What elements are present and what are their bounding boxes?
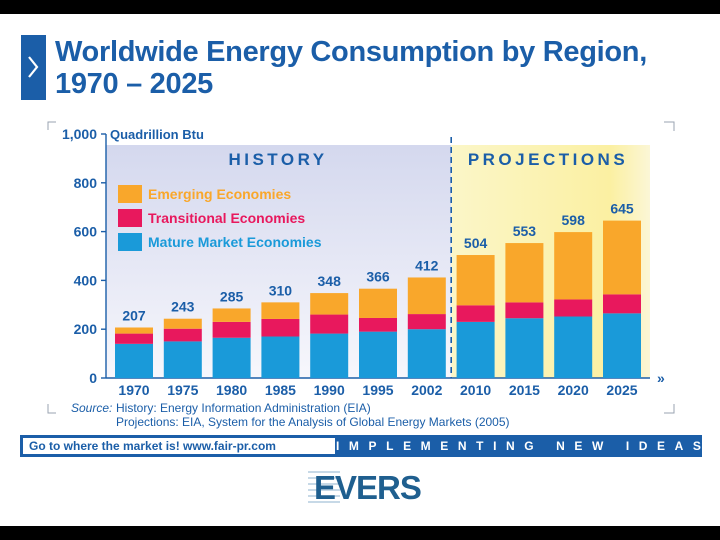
bar-total-label: 645 [610, 201, 634, 217]
x-tick-label: 1990 [314, 382, 345, 398]
bar-segment [505, 302, 544, 319]
y-tick-label: 1,000 [62, 126, 97, 142]
bar-segment [603, 313, 641, 378]
footer-bar: Go to where the market is! www.fair-pr.c… [20, 435, 702, 457]
bar-total-label: 243 [171, 299, 195, 315]
x-tick-label: 1975 [167, 382, 198, 398]
bar-segment [407, 314, 446, 330]
bar-total-label: 366 [366, 269, 390, 285]
bar-segment [163, 328, 202, 342]
bar-segment [359, 317, 397, 332]
bar-segment [310, 293, 349, 315]
top-black-band [0, 0, 720, 14]
x-tick-label: 2010 [460, 382, 491, 398]
legend-label: Emerging Economies [148, 186, 291, 202]
bar-segment [554, 232, 593, 300]
bar-total-label: 504 [464, 235, 488, 251]
x-tick-label: 2025 [606, 382, 637, 398]
bar-segment [310, 333, 349, 378]
bar-segment [554, 299, 593, 317]
y-tick-label: 200 [74, 321, 98, 337]
bar-segment [115, 327, 153, 334]
x-tick-label: 1970 [118, 382, 149, 398]
title-line-2: 1970 – 2025 [55, 68, 213, 100]
page-title: Worldwide Energy Consumption by Region, … [55, 36, 695, 100]
bottom-black-band [0, 526, 720, 540]
source-label: Source: [71, 401, 112, 415]
bar-segment [359, 288, 397, 318]
source-history-line: History: Energy Information Administrati… [116, 401, 371, 415]
legend-swatch [118, 233, 142, 251]
bar-segment [163, 341, 202, 378]
x-tick-label: 1985 [265, 382, 296, 398]
y-tick-label: 0 [89, 370, 97, 386]
bar-segment [115, 333, 153, 344]
bar-segment [212, 321, 251, 338]
corner-bracket-bl [47, 404, 56, 414]
bar-segment [261, 318, 300, 337]
corner-bracket-tl [47, 121, 56, 130]
energy-chart: 1,000 800 600 400 200 0 Quadrillion Btu » HISTOR… [47, 121, 675, 429]
bar-segment [212, 308, 251, 322]
source-projections-line: Projections: EIA, System for the Analysi… [116, 415, 510, 429]
bar-total-label: 285 [220, 288, 244, 304]
bar-segment [407, 277, 446, 315]
bar-segment [505, 243, 544, 303]
unit-label: Quadrillion Btu [110, 127, 204, 142]
bar-segment [603, 220, 641, 295]
bar-segment [359, 331, 397, 378]
projections-label: PROJECTIONS [468, 150, 628, 169]
x-tick-label: 1995 [362, 382, 393, 398]
legend-label: Transitional Economies [148, 210, 305, 226]
legend-swatch [118, 185, 142, 203]
corner-bracket-br [664, 404, 675, 414]
bar-segment [261, 336, 300, 378]
bar-segment [212, 337, 251, 378]
chevron-right-icon [28, 56, 39, 78]
bar-segment [115, 343, 153, 378]
bar-total-label: 598 [562, 212, 586, 228]
bar-segment [603, 294, 641, 314]
bar-total-label: 412 [415, 257, 439, 273]
bar-segment [554, 316, 593, 378]
x-axis-arrow-icon: » [657, 370, 665, 386]
bar-total-label: 348 [318, 273, 342, 289]
y-tick-label: 800 [74, 175, 98, 191]
legend-label: Mature Market Economies [148, 234, 322, 250]
bar-segment [456, 321, 495, 378]
bar-segment [310, 314, 349, 334]
footer-slogan: IMPLEMENTING NEW IDEAS [336, 439, 711, 453]
logo-text: EVERS [314, 469, 422, 506]
bar-segment [407, 329, 446, 378]
x-tick-label: 2015 [509, 382, 540, 398]
evers-logo: EVERS [306, 466, 422, 510]
bar-segment [505, 318, 544, 378]
y-tick-label: 400 [74, 272, 98, 288]
history-label: HISTORY [228, 150, 327, 169]
legend-swatch [118, 209, 142, 227]
x-tick-label: 1980 [216, 382, 247, 398]
bar-total-label: 553 [513, 223, 537, 239]
bar-segment [261, 302, 300, 319]
bar-segment [456, 305, 495, 322]
x-tick-label: 2002 [411, 382, 442, 398]
bar-total-label: 310 [269, 282, 293, 298]
title-tab [21, 35, 46, 100]
corner-bracket-tr [664, 121, 675, 131]
title-line-1: Worldwide Energy Consumption by Region, [55, 36, 647, 68]
bar-total-label: 207 [122, 307, 146, 323]
footer-tagline[interactable]: Go to where the market is! www.fair-pr.c… [23, 438, 335, 454]
bar-segment [456, 255, 495, 306]
bar-segment [163, 318, 202, 329]
y-tick-label: 600 [74, 224, 98, 240]
x-tick-label: 2020 [558, 382, 589, 398]
logo-mark [308, 471, 340, 503]
